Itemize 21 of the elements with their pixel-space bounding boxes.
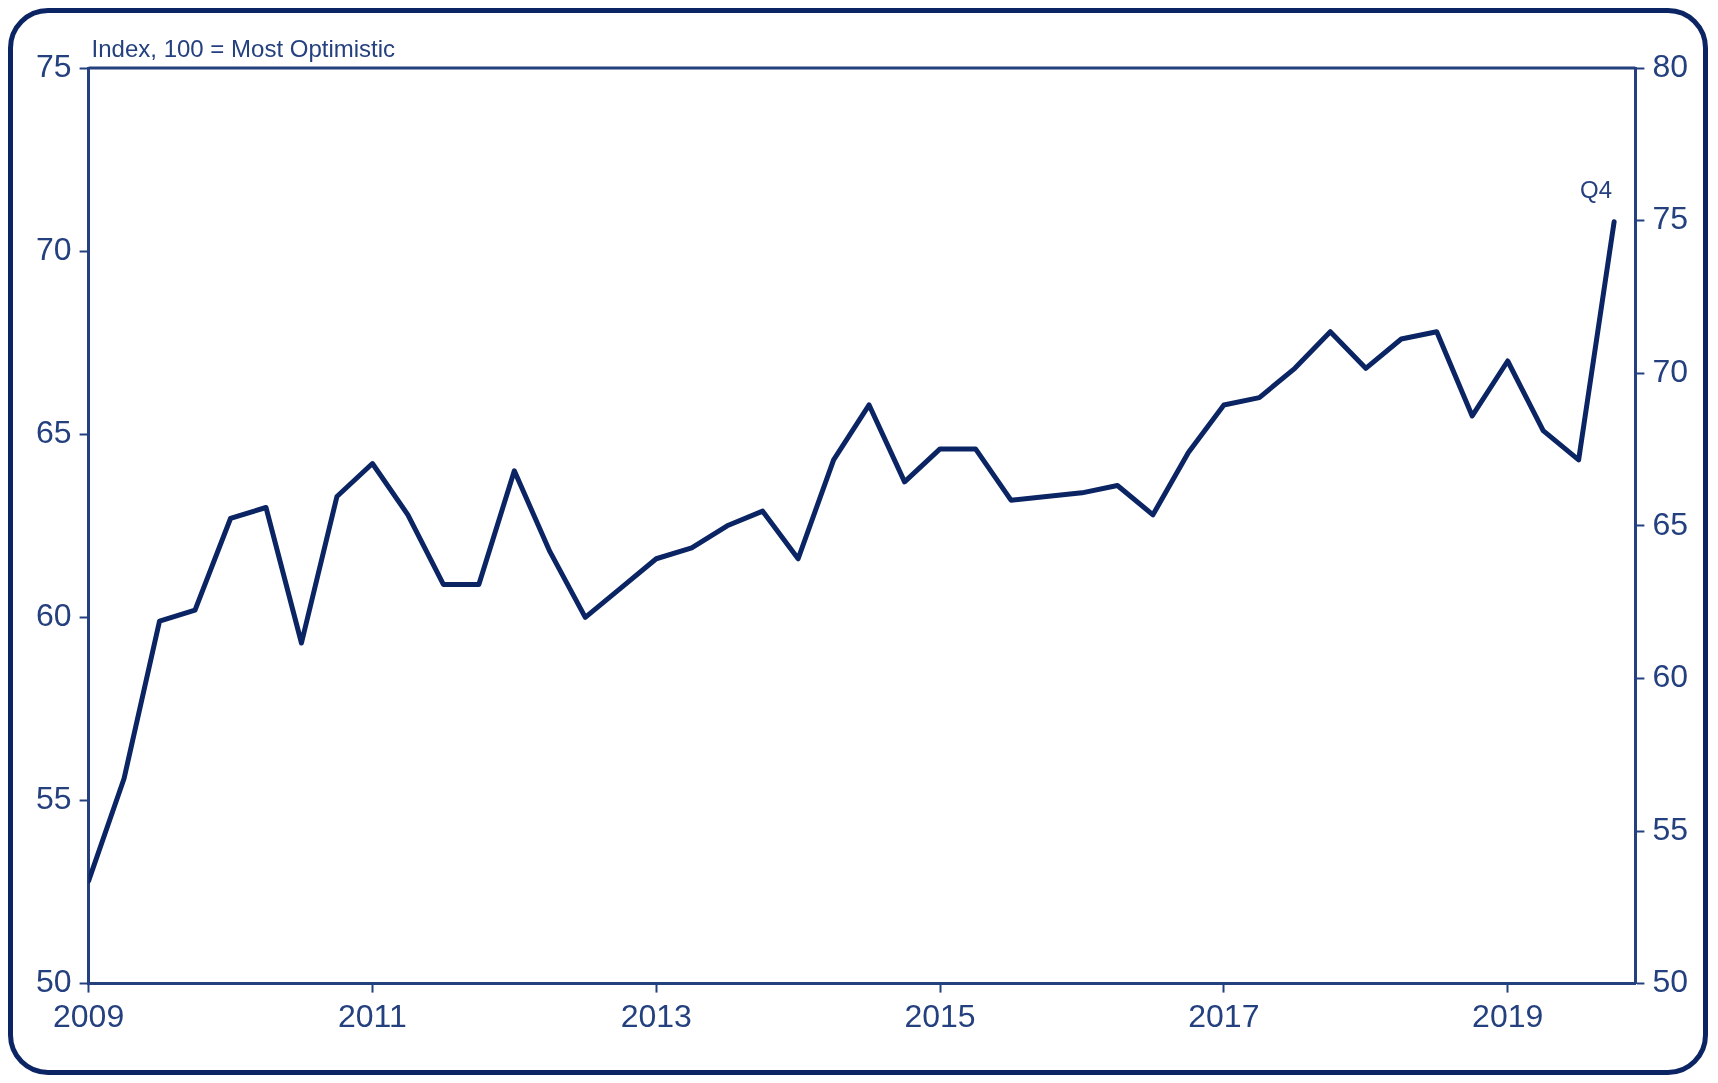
annotation: Q4	[1580, 176, 1613, 204]
y-tick-label: 50	[36, 963, 72, 1000]
x-tick-label: 2009	[53, 997, 125, 1034]
y2-tick-label: 70	[1652, 353, 1688, 390]
x-tick-label: 2013	[620, 997, 692, 1034]
y2-tick-label: 75	[1652, 200, 1688, 237]
y-tick-label: 55	[36, 780, 72, 817]
y2-tick-label: 50	[1652, 963, 1688, 1000]
y-tick-label: 75	[36, 47, 72, 84]
y-tick-label: 65	[36, 414, 72, 451]
y2-tick-label: 65	[1652, 505, 1688, 542]
y-tick-label: 70	[36, 230, 72, 267]
y-axis-title: Index, 100 = Most Optimistic	[91, 34, 396, 62]
x-tick-label: 2019	[1472, 997, 1544, 1034]
y2-tick-label: 60	[1652, 658, 1688, 695]
y2-tick-label: 55	[1652, 810, 1688, 847]
x-tick-label: 2015	[904, 997, 976, 1034]
y-tick-label: 60	[36, 597, 72, 634]
x-tick-label: 2011	[338, 997, 407, 1034]
y2-tick-label: 80	[1652, 47, 1688, 84]
x-tick-label: 2017	[1188, 997, 1260, 1034]
